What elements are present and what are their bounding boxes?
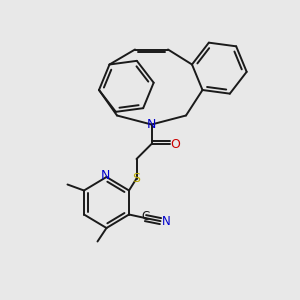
Text: O: O [171, 137, 180, 151]
Text: C: C [141, 210, 150, 223]
Text: N: N [147, 118, 156, 131]
Text: N: N [162, 214, 171, 228]
Text: S: S [133, 172, 140, 185]
Text: N: N [101, 169, 111, 182]
